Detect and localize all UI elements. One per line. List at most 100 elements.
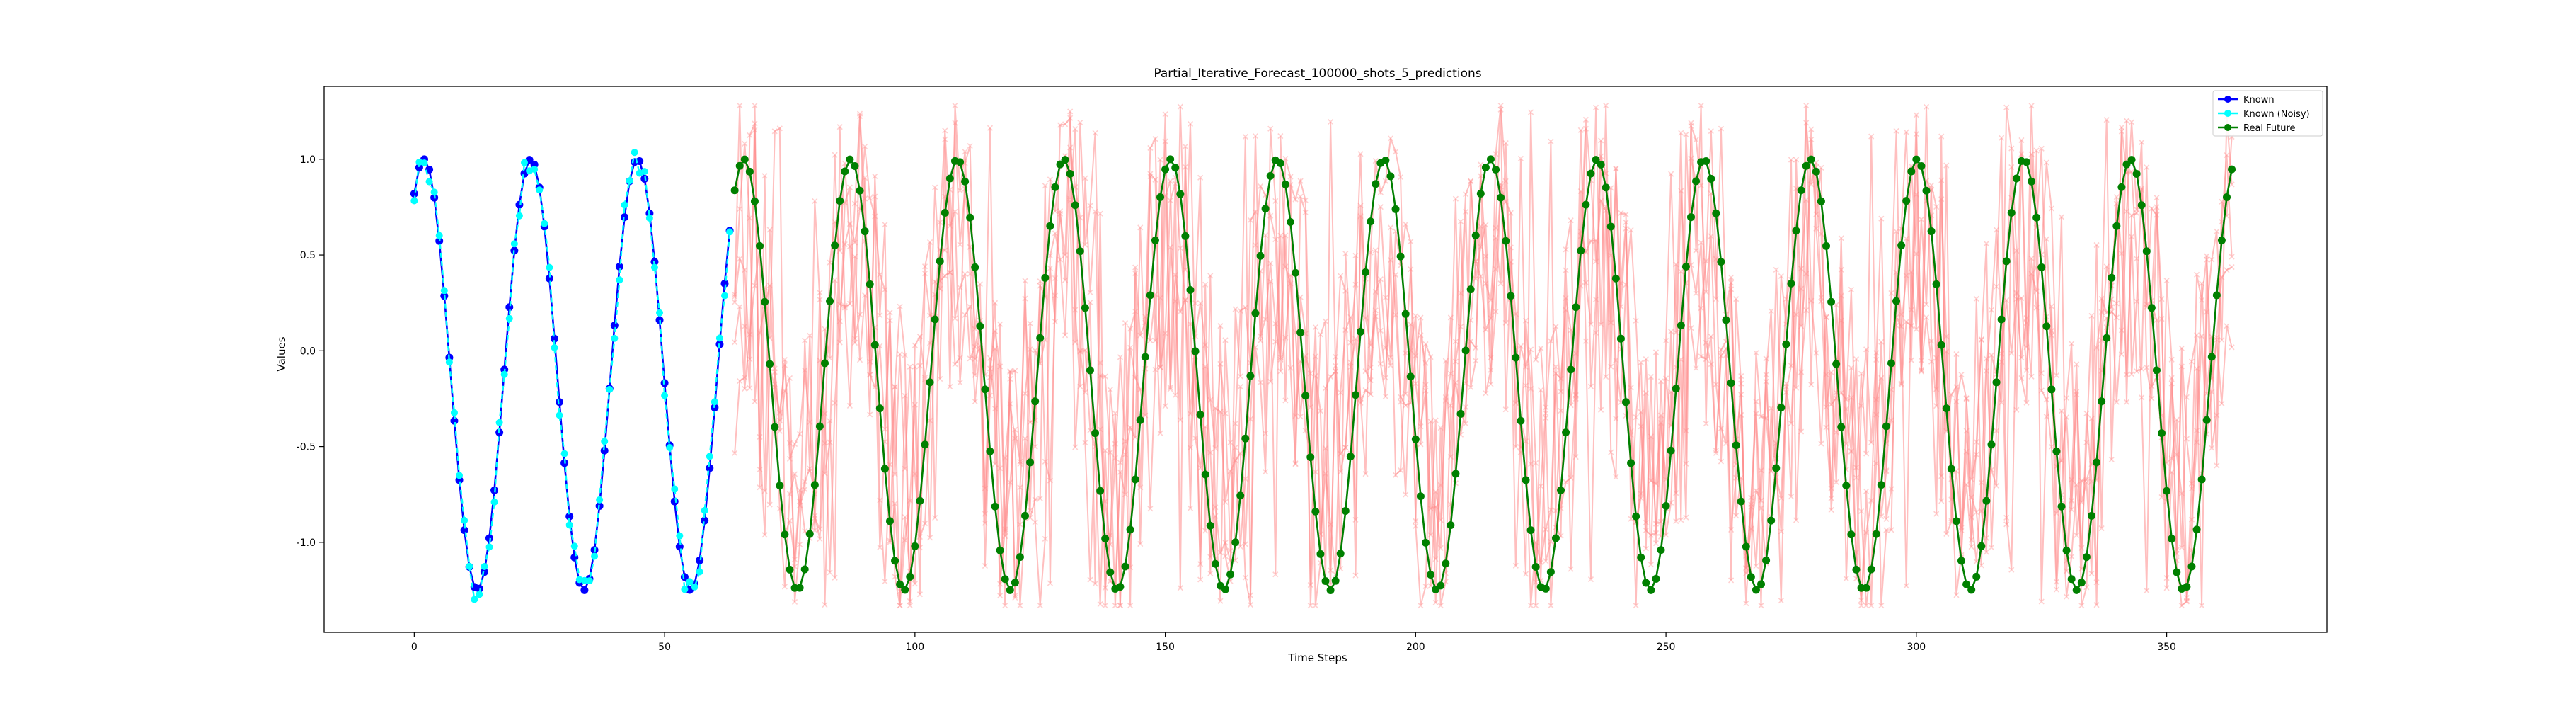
prediction-point: [1878, 339, 1885, 345]
prediction-point: [1162, 403, 1168, 409]
prediction-point: [2018, 354, 2025, 361]
real-future-point: [1747, 573, 1755, 581]
prediction-point: [2219, 274, 2225, 280]
prediction-point: [1758, 603, 1764, 609]
known-point: [450, 416, 459, 425]
prediction-point: [1778, 598, 1784, 604]
prediction-point: [1983, 240, 1989, 247]
known-noisy-point: [611, 334, 619, 342]
real-future-point: [1546, 568, 1555, 576]
prediction-point: [2048, 205, 2054, 212]
prediction-point: [1618, 280, 1624, 286]
prediction-point: [1292, 461, 1299, 467]
real-future-point: [1181, 232, 1190, 240]
prediction-point: [1418, 314, 1424, 321]
known-noisy-point: [681, 586, 689, 593]
known-noisy-point: [505, 314, 513, 322]
prediction-point: [832, 574, 838, 581]
prediction-point: [2178, 490, 2185, 497]
prediction-point: [1538, 387, 1544, 394]
prediction-point: [2058, 408, 2065, 414]
prediction-point: [1157, 364, 1163, 371]
prediction-point: [1413, 312, 1419, 319]
real-future-point: [1592, 156, 1600, 164]
real-future-point: [1497, 193, 1505, 202]
real-future-point: [1681, 263, 1690, 271]
real-future-point: [875, 404, 884, 413]
prediction-point: [1502, 319, 1509, 326]
known-noisy-series: [410, 149, 734, 603]
prediction-point: [1372, 247, 1379, 254]
prediction-point: [1683, 132, 1689, 138]
prediction-point: [942, 127, 948, 134]
prediction-point: [812, 198, 818, 205]
prediction-point: [1132, 264, 1139, 271]
known-point: [706, 464, 714, 472]
prediction-point: [822, 470, 828, 477]
real-future-point: [1096, 487, 1105, 495]
prediction-point: [2183, 598, 2190, 605]
prediction-point: [2074, 389, 2080, 395]
prediction-point: [1522, 438, 1529, 445]
real-future-point: [1822, 241, 1830, 250]
prediction-point: [1502, 406, 1509, 413]
real-future-point: [1597, 160, 1605, 169]
real-future-point: [941, 209, 949, 217]
prediction-point: [1247, 602, 1253, 608]
real-future-point: [1802, 161, 1810, 170]
prediction-point: [747, 132, 753, 139]
prediction-point: [1067, 198, 1074, 204]
prediction-point: [987, 125, 994, 131]
real-future-point: [1236, 491, 1245, 500]
prediction-point: [947, 383, 953, 390]
prediction-point: [1848, 448, 1854, 454]
real-future-point: [826, 297, 834, 305]
prediction-point: [1342, 288, 1349, 294]
prediction-point: [2088, 570, 2095, 576]
prediction-point: [1007, 401, 1013, 407]
prediction-point: [1688, 155, 1694, 161]
prediction-point: [1263, 232, 1269, 239]
prediction-point: [1652, 521, 1660, 527]
prediction-point: [1107, 387, 1113, 393]
real-future-point: [1606, 222, 1615, 231]
prediction-point: [2069, 341, 2075, 347]
prediction-point: [1733, 513, 1740, 519]
prediction-point: [1077, 215, 1083, 221]
prediction-point: [1267, 260, 1274, 266]
prediction-point: [1042, 535, 1048, 542]
prediction-point: [967, 304, 973, 310]
prediction-point: [927, 535, 933, 541]
prediction-point: [1352, 252, 1359, 258]
prediction-point: [1057, 256, 1064, 263]
real-future-point: [1066, 169, 1074, 178]
real-future-point: [1867, 565, 1875, 574]
prediction-point: [2064, 414, 2070, 421]
prediction-point: [1408, 239, 1414, 245]
real-future-point: [1422, 538, 1430, 547]
prediction-point: [1122, 451, 1129, 457]
prediction-point: [802, 337, 808, 343]
prediction-point: [1087, 299, 1093, 305]
prediction-point: [1903, 129, 1909, 135]
prediction-point: [2028, 103, 2035, 109]
prediction-point: [2134, 368, 2140, 375]
prediction-point: [1703, 356, 1709, 363]
prediction-point: [1157, 295, 1163, 301]
prediction-point: [1888, 527, 1894, 533]
prediction-point: [1187, 120, 1194, 127]
real-future-point: [2037, 263, 2046, 271]
prediction-point: [1678, 517, 1684, 523]
prediction-point: [1908, 357, 1914, 363]
prediction-point: [791, 598, 798, 605]
prediction-point: [1533, 356, 1539, 363]
prediction-point: [732, 299, 738, 305]
x-axis-label: Time Steps: [1287, 652, 1347, 664]
known-noisy-point: [560, 450, 568, 457]
prediction-point: [2214, 462, 2220, 469]
known-noisy-point: [661, 392, 669, 399]
known-point: [515, 200, 524, 209]
real-future-point: [1081, 304, 1089, 312]
prediction-point: [1152, 136, 1158, 142]
